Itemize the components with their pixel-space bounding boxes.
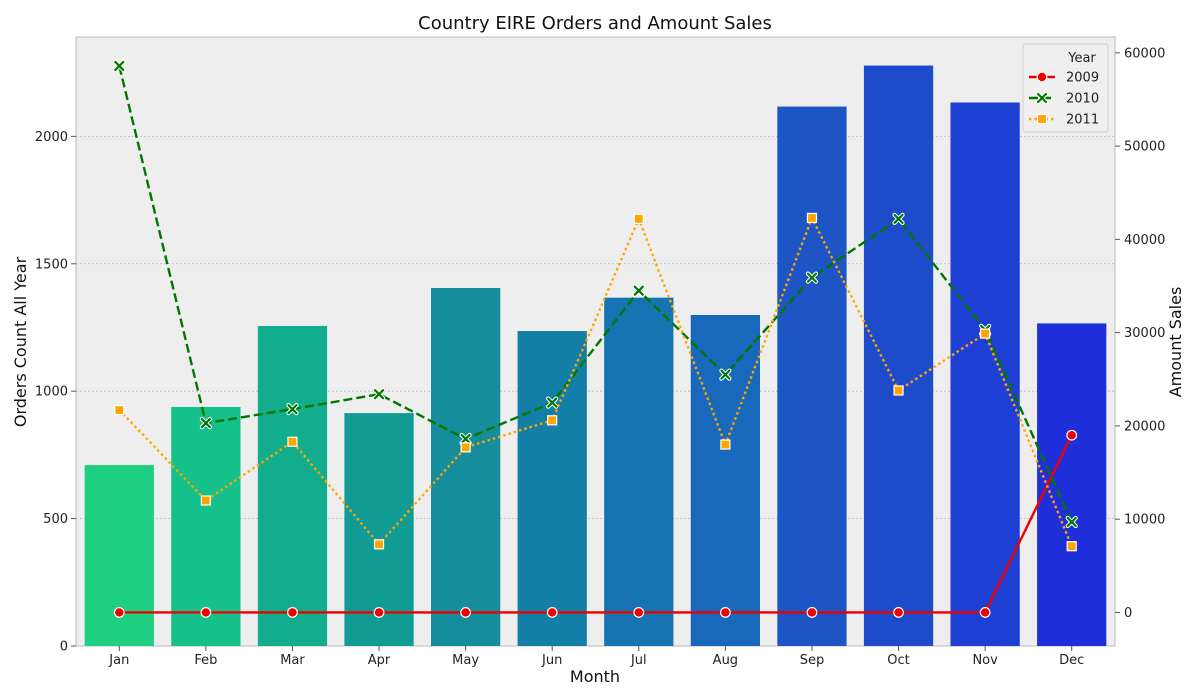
series-2010-point-jul <box>633 285 644 296</box>
bar-jan <box>84 465 154 646</box>
y2-axis-title: Amount Sales <box>1166 287 1185 398</box>
y-tick-label: 1500 <box>35 257 68 272</box>
x-tick-label: Oct <box>887 653 909 668</box>
series-2009-point-sep <box>806 607 818 618</box>
series-2009-point-jan <box>113 607 125 618</box>
series-2011-point-jun <box>547 415 558 426</box>
series-2011-point-jan <box>114 404 125 416</box>
legend-entries: 2009 2010 2011 <box>1029 71 1099 128</box>
series-2010-point-feb <box>200 418 211 429</box>
series-2011-point-dec <box>1066 541 1077 552</box>
x-tick-label: Dec <box>1059 653 1084 668</box>
x-tick-label: Nov <box>972 653 998 668</box>
bar-may <box>430 287 501 646</box>
series-2009-point-feb <box>200 607 212 618</box>
series-lines <box>113 59 1078 618</box>
y-axis-title: Orders Count All Year <box>11 256 30 427</box>
series-2011-point-oct <box>893 385 904 396</box>
series-2010-point-may <box>460 433 471 445</box>
series-2010-point-mar <box>287 404 298 415</box>
series-2011-point-may <box>460 442 471 453</box>
series-2011-point-mar <box>287 436 298 447</box>
legend-marker-2010 <box>1036 92 1048 104</box>
plot-area <box>75 36 1116 647</box>
legend-label-2009: 2009 <box>1066 71 1099 86</box>
grid <box>76 135 1115 519</box>
series-2009-point-nov <box>979 607 991 618</box>
bar-feb <box>171 406 241 646</box>
y2-tick-label: 60000 <box>1124 46 1165 61</box>
legend-marker-2011 <box>1036 113 1048 125</box>
bar-sep <box>777 106 847 646</box>
x-tick-label: Sep <box>800 653 825 668</box>
legend-label-2010: 2010 <box>1066 92 1099 107</box>
legend-marker-2009 <box>1036 71 1048 83</box>
series-line-2011 <box>118 216 1073 547</box>
y-tick-label: 0 <box>60 640 68 655</box>
series-2009-point-aug <box>719 607 731 618</box>
legend-box <box>1022 43 1109 133</box>
x-axis-title: Month <box>570 667 620 686</box>
series-2009-point-apr <box>373 607 385 618</box>
series-2010-point-oct <box>893 213 904 224</box>
x-tick-label: Mar <box>280 653 305 668</box>
bar-oct <box>863 65 934 646</box>
chart-title: Country EIRE Orders and Amount Sales <box>418 13 772 34</box>
bar-mar <box>257 325 328 646</box>
series-line-2009 <box>119 434 1073 614</box>
series-2009-point-oct <box>893 607 904 618</box>
x-tick-label: Feb <box>194 653 217 668</box>
y2-tick-label: 20000 <box>1124 419 1165 434</box>
y-tick-label: 1000 <box>35 385 68 400</box>
y-tick-label: 2000 <box>35 130 68 145</box>
series-2010-point-jan <box>114 60 125 72</box>
series-2011-point-sep <box>806 212 818 224</box>
series-2009-point-dec <box>1066 429 1078 441</box>
y2-tick-label: 0 <box>1124 606 1132 621</box>
x-tick-label: Jul <box>630 653 647 668</box>
x-tick-label: Aug <box>713 653 738 668</box>
y2-tick-label: 50000 <box>1124 140 1165 155</box>
series-2011-point-jul <box>633 213 644 224</box>
axes: 0500100015002000010000200003000040000500… <box>35 46 1165 668</box>
x-tick-label: May <box>452 653 479 668</box>
series-2009-point-mar <box>287 607 298 618</box>
x-tick-label: Apr <box>368 653 391 668</box>
bar-jun <box>517 331 587 646</box>
series-2010-point-jun <box>547 397 558 408</box>
y2-tick-label: 40000 <box>1124 233 1165 248</box>
series-2010-point-dec <box>1066 516 1077 528</box>
series-2010-point-apr <box>373 389 385 400</box>
series-2010-point-sep <box>806 272 818 283</box>
y-tick-label: 500 <box>43 512 68 527</box>
series-2010-point-aug <box>720 369 731 380</box>
series-2011-point-feb <box>200 495 211 506</box>
series-2009-point-jul <box>633 607 645 618</box>
legend-label-2011: 2011 <box>1066 113 1099 128</box>
legend: Year 2009 2010 2011 <box>1022 43 1109 133</box>
x-tick-label: Jun <box>541 653 562 668</box>
series-2009-point-may <box>460 607 472 618</box>
series-2011-point-aug <box>720 439 731 450</box>
legend-title: Year <box>1067 51 1096 66</box>
x-tick-label: Jan <box>108 653 129 668</box>
series-2011-point-apr <box>373 539 385 550</box>
bar-jul <box>604 297 674 646</box>
y2-tick-label: 30000 <box>1124 326 1165 341</box>
bar-aug <box>690 314 761 646</box>
y2-tick-label: 10000 <box>1124 513 1165 528</box>
series-2009-point-jun <box>546 607 558 618</box>
bars <box>84 65 1107 646</box>
series-2011-point-nov <box>980 328 991 339</box>
series-line-2010 <box>118 65 1073 523</box>
bar-nov <box>950 102 1020 646</box>
